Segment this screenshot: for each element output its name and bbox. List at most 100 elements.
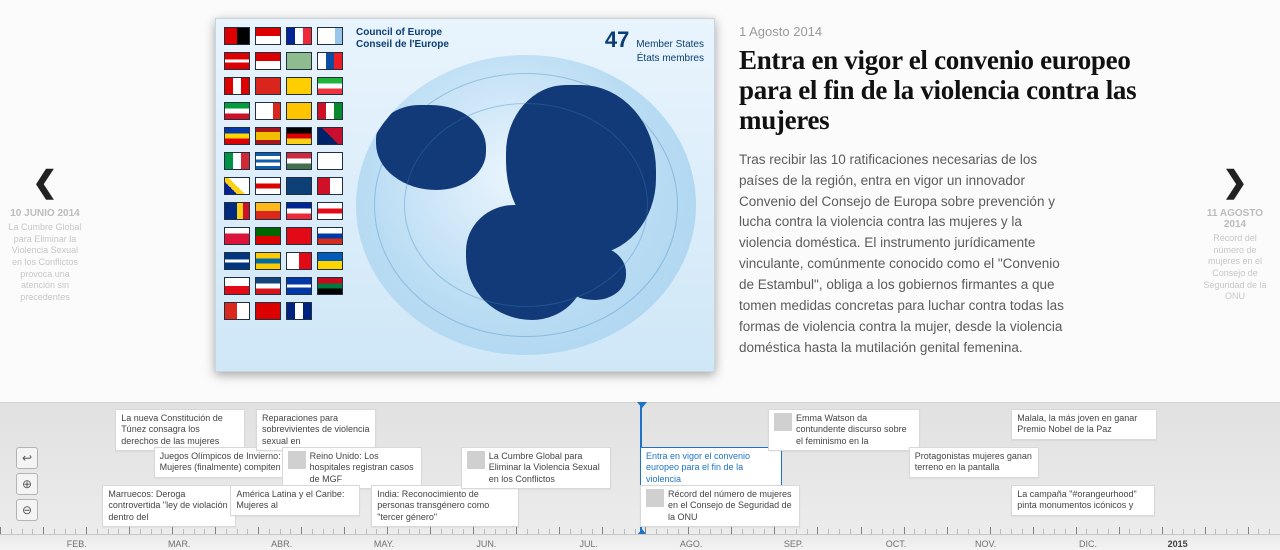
- flag-icon: [286, 77, 312, 95]
- timeline-event[interactable]: Entra en vigor el convenio europeo para …: [640, 447, 782, 489]
- month-label: OCT.: [886, 539, 907, 549]
- flag-icon: [317, 127, 343, 145]
- timeline-event[interactable]: Reparaciones para sobrevivientes de viol…: [256, 409, 376, 451]
- flag-icon: [317, 102, 343, 120]
- month-label: JUL.: [580, 539, 599, 549]
- flag-icon: [317, 27, 343, 45]
- article-image: Council of Europe Conseil de l'Europe 47…: [215, 18, 715, 372]
- flag-icon: [255, 27, 281, 45]
- timeline-event[interactable]: Juegos Olímpicos de Invierno: Mujeres (f…: [154, 447, 296, 478]
- flag-icon: [286, 202, 312, 220]
- thumbnail-icon: [288, 451, 306, 469]
- timeline-event[interactable]: América Latina y el Caribe: Mujeres al: [230, 485, 360, 516]
- month-label: FEB.: [67, 539, 87, 549]
- flag-icon: [286, 227, 312, 245]
- timeline-event[interactable]: Marruecos: Deroga controvertida "ley de …: [102, 485, 236, 527]
- timeline-event[interactable]: Récord del número de mujeres en el Conse…: [640, 485, 800, 527]
- flag-icon: [317, 152, 343, 170]
- flag-icon: [255, 102, 281, 120]
- year-label: 2015: [1168, 539, 1188, 549]
- timeline[interactable]: ↩ ⊕ ⊖ La nueva Constitución de Túnez con…: [0, 402, 1280, 550]
- flag-icon: [317, 52, 343, 70]
- flag-icon: [255, 77, 281, 95]
- article-title: Entra en vigor el convenio europeo para …: [739, 45, 1170, 136]
- month-label: ABR.: [271, 539, 292, 549]
- poster-members-line1: Member States: [636, 39, 704, 50]
- flag-icon: [224, 152, 250, 170]
- timeline-event[interactable]: La Cumbre Global para Eliminar la Violen…: [461, 447, 611, 489]
- flag-icon: [224, 177, 250, 195]
- month-label: AGO.: [680, 539, 703, 549]
- thumbnail-icon: [646, 489, 664, 507]
- timeline-event[interactable]: India: Reconocimiento de personas transg…: [371, 485, 519, 527]
- timeline-event[interactable]: Reino Unido: Los hospitales registran ca…: [282, 447, 422, 489]
- flag-icon: [286, 102, 312, 120]
- nav-next-title: Récord del número de mujeres en el Conse…: [1190, 233, 1280, 303]
- timeline-event[interactable]: La campaña "#orangeurhood" pinta monumen…: [1011, 485, 1155, 516]
- timeline-event[interactable]: La nueva Constitución de Túnez consagra …: [115, 409, 245, 451]
- flag-icon: [224, 227, 250, 245]
- month-label: DIC.: [1079, 539, 1097, 549]
- main-content: Council of Europe Conseil de l'Europe 47…: [215, 18, 1170, 388]
- timeline-event[interactable]: Emma Watson da contundente discurso sobr…: [768, 409, 920, 451]
- timeline-frame: ❮ 10 JUNIO 2014 La Cumbre Global para El…: [0, 0, 1280, 550]
- flag-icon: [224, 202, 250, 220]
- article-body: Tras recibir las 10 ratificaciones neces…: [739, 150, 1069, 359]
- timeline-event-label: Récord del número de mujeres en el Conse…: [668, 489, 794, 523]
- timeline-event-label: India: Reconocimiento de personas transg…: [377, 489, 513, 523]
- article-date: 1 Agosto 2014: [739, 24, 1170, 39]
- flag-icon: [255, 152, 281, 170]
- timeline-event[interactable]: Protagonistas mujeres ganan terreno en l…: [909, 447, 1039, 478]
- month-label: JUN.: [476, 539, 496, 549]
- flag-icon: [317, 277, 343, 295]
- flag-icon: [255, 277, 281, 295]
- thumbnail-icon: [467, 451, 485, 469]
- flag-icon: [224, 27, 250, 45]
- flag-icon: [224, 277, 250, 295]
- timeline-event-label: Reino Unido: Los hospitales registran ca…: [310, 451, 416, 485]
- flag-icon: [224, 127, 250, 145]
- chevron-left-icon[interactable]: ❮: [32, 168, 57, 198]
- flag-icon: [224, 302, 250, 320]
- flag-icon: [224, 52, 250, 70]
- poster-org-line2: Conseil de l'Europe: [356, 39, 449, 51]
- chevron-right-icon[interactable]: ❯: [1222, 168, 1247, 198]
- month-label: MAY.: [374, 539, 394, 549]
- flag-icon: [255, 227, 281, 245]
- timeline-event-label: Emma Watson da contundente discurso sobr…: [796, 413, 914, 447]
- flag-icon: [255, 177, 281, 195]
- nav-prev-date: 10 JUNIO 2014: [4, 208, 86, 219]
- flag-icon: [255, 52, 281, 70]
- flag-icon: [286, 177, 312, 195]
- timeline-event[interactable]: Malala, la más joven en ganar Premio Nob…: [1011, 409, 1157, 440]
- flag-icon: [286, 127, 312, 145]
- timeline-event-label: Marruecos: Deroga controvertida "ley de …: [108, 489, 230, 523]
- month-label: MAR.: [168, 539, 191, 549]
- timeline-event-label: Protagonistas mujeres ganan terreno en l…: [915, 451, 1033, 474]
- month-label: SEP.: [784, 539, 803, 549]
- timeline-event-label: Entra en vigor el convenio europeo para …: [646, 451, 776, 485]
- flag-icon: [255, 252, 281, 270]
- poster-org-line1: Council of Europe: [356, 27, 449, 39]
- flag-icon: [224, 77, 250, 95]
- timeline-event-label: América Latina y el Caribe: Mujeres al: [236, 489, 354, 512]
- flag-icon: [286, 152, 312, 170]
- month-label: NOV.: [975, 539, 996, 549]
- timeline-axis: FEB. MAR. ABR. MAY. JUN. JUL. AGO. SEP. OCT. NOV.…: [0, 534, 1280, 550]
- article: 1 Agosto 2014 Entra en vigor el convenio…: [739, 18, 1170, 388]
- flag-icon: [286, 52, 312, 70]
- flag-icon: [255, 202, 281, 220]
- flag-icon: [317, 227, 343, 245]
- timeline-event-label: Reparaciones para sobrevivientes de viol…: [262, 413, 370, 447]
- nav-next[interactable]: ❯ 11 AGOSTO 2014 Récord del número de mu…: [1190, 0, 1280, 400]
- flag-icon: [286, 302, 312, 320]
- flag-icon: [286, 277, 312, 295]
- thumbnail-icon: [774, 413, 792, 431]
- timeline-event-label: La nueva Constitución de Túnez consagra …: [121, 413, 239, 447]
- flag-grid: [224, 27, 350, 320]
- globe-icon: [356, 55, 696, 355]
- nav-prev-title: La Cumbre Global para Eliminar la Violen…: [0, 222, 90, 304]
- timeline-event-label: Juegos Olímpicos de Invierno: Mujeres (f…: [160, 451, 290, 474]
- flag-icon: [317, 177, 343, 195]
- nav-prev[interactable]: ❮ 10 JUNIO 2014 La Cumbre Global para El…: [0, 0, 90, 400]
